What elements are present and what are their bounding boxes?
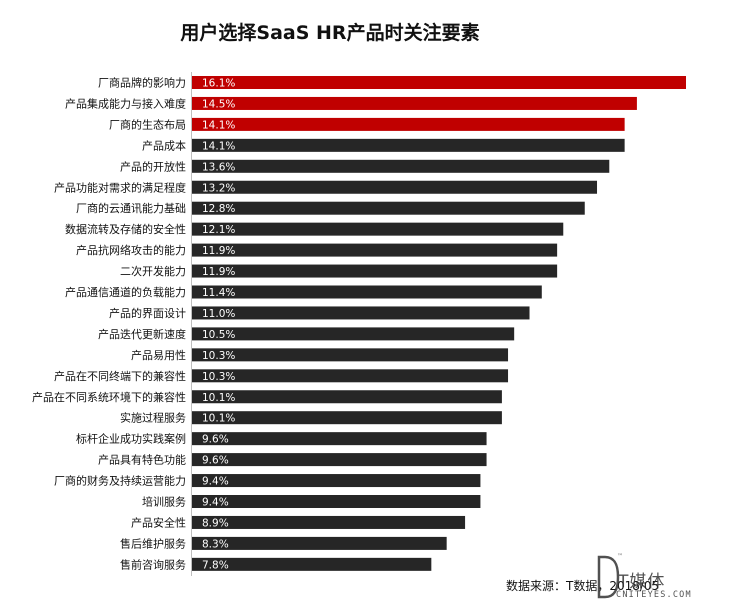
watermark-text: T媒体 xyxy=(618,572,666,592)
value-label: 9.4% xyxy=(202,497,229,509)
watermark-domain: CNITEYES.COM xyxy=(616,590,692,600)
category-label: 厂商的云通讯能力基础 xyxy=(76,201,186,215)
bar xyxy=(192,180,598,194)
bar xyxy=(192,243,558,257)
value-label: 11.4% xyxy=(202,287,235,299)
bar xyxy=(192,327,515,341)
bar xyxy=(192,264,558,278)
category-label: 二次开发能力 xyxy=(120,264,186,278)
value-label: 14.1% xyxy=(202,119,235,131)
category-label: 厂商的财务及持续运营能力 xyxy=(54,474,186,488)
bar xyxy=(192,201,585,215)
category-label: 产品成本 xyxy=(142,138,186,152)
watermark-trademark: ™ xyxy=(617,553,623,560)
category-label: 产品在不同系统环境下的兼容性 xyxy=(32,390,186,404)
category-axis-line xyxy=(191,72,192,576)
category-label: 厂商品牌的影响力 xyxy=(98,76,186,90)
category-label: 标杆企业成功实践案例 xyxy=(76,432,186,446)
chart-title: 用户选择SaaS HR产品时关注要素 xyxy=(180,22,480,44)
category-label: 售后维护服务 xyxy=(120,536,186,550)
category-label: 产品在不同终端下的兼容性 xyxy=(54,369,186,383)
category-label: 厂商的生态布局 xyxy=(109,117,186,131)
value-label: 13.2% xyxy=(202,182,235,194)
value-label: 7.8% xyxy=(202,559,229,571)
value-label: 12.8% xyxy=(202,203,235,215)
value-label: 12.1% xyxy=(202,224,235,236)
category-label: 产品迭代更新速度 xyxy=(98,327,186,341)
category-label: 产品易用性 xyxy=(131,348,186,362)
bar xyxy=(192,495,481,508)
value-label: 11.9% xyxy=(202,245,235,257)
watermark-logo: ™ T媒体 CNITEYES.COM xyxy=(596,553,728,603)
bar xyxy=(192,432,487,446)
data-source-note: 数据来源：T数据，2018/05 xyxy=(506,579,660,593)
bar xyxy=(192,536,447,550)
value-label: 8.3% xyxy=(202,538,229,550)
bar xyxy=(192,369,509,383)
bar xyxy=(192,76,686,89)
value-label: 14.5% xyxy=(202,98,235,110)
category-label: 产品功能对需求的满足程度 xyxy=(54,180,186,194)
bar xyxy=(192,348,509,362)
bar xyxy=(192,159,610,173)
bar xyxy=(192,222,564,236)
bar xyxy=(192,411,502,425)
category-label: 售前咨询服务 xyxy=(120,557,186,571)
category-label: 产品通信通道的负载能力 xyxy=(65,285,186,299)
bar xyxy=(192,117,625,131)
value-label: 10.3% xyxy=(202,371,235,383)
value-label: 16.1% xyxy=(202,78,235,90)
value-label: 10.5% xyxy=(202,329,235,341)
category-label: 产品抗网络攻击的能力 xyxy=(76,243,186,257)
bar xyxy=(192,390,502,404)
category-label: 产品具有特色功能 xyxy=(98,453,186,467)
bar xyxy=(192,515,466,529)
value-label: 11.0% xyxy=(202,308,235,320)
value-label: 10.1% xyxy=(202,413,235,425)
value-label: 9.6% xyxy=(202,455,229,467)
bar xyxy=(192,96,637,110)
value-label: 14.1% xyxy=(202,140,235,152)
category-label: 数据流转及存储的安全性 xyxy=(65,222,186,236)
bar xyxy=(192,306,530,320)
value-label: 10.1% xyxy=(202,392,235,404)
bar xyxy=(192,453,487,467)
category-label: 产品的开放性 xyxy=(120,159,186,173)
category-label: 产品安全性 xyxy=(131,515,186,529)
value-label: 8.9% xyxy=(202,517,229,529)
category-label: 实施过程服务 xyxy=(120,411,186,425)
category-label: 培训服务 xyxy=(142,495,186,509)
value-label: 9.4% xyxy=(202,476,229,488)
bar xyxy=(192,557,432,571)
value-label: 9.6% xyxy=(202,434,229,446)
bar xyxy=(192,285,542,299)
watermark-d-icon xyxy=(597,555,620,599)
category-label: 产品集成能力与接入难度 xyxy=(65,96,186,110)
value-label: 11.9% xyxy=(202,266,235,278)
value-label: 10.3% xyxy=(202,350,235,362)
value-label: 13.6% xyxy=(202,161,235,173)
bar xyxy=(192,474,481,488)
bar xyxy=(192,138,625,152)
category-label: 产品的界面设计 xyxy=(109,306,186,320)
